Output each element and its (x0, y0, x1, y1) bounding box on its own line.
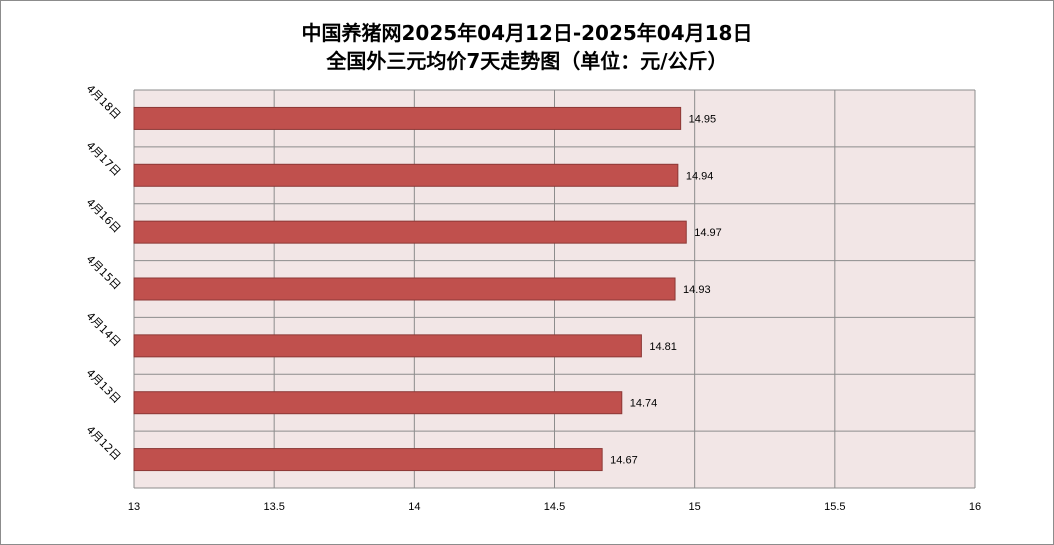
data-label: 14.67 (610, 455, 638, 467)
x-tick-label: 15.5 (824, 501, 845, 513)
x-tick-label: 13 (128, 501, 140, 513)
data-label: 14.95 (689, 113, 717, 125)
x-tick-label: 15 (689, 501, 701, 513)
bar (133, 391, 623, 415)
category-label: 4月17日 (84, 139, 124, 179)
category-label: 4月12日 (84, 423, 124, 463)
bar (133, 448, 603, 472)
data-label: 14.97 (694, 227, 722, 239)
bar (133, 334, 642, 358)
data-label: 14.93 (683, 284, 711, 296)
data-label: 14.74 (630, 398, 658, 410)
bar (133, 220, 687, 244)
data-label: 14.94 (686, 170, 714, 182)
category-label: 4月13日 (84, 366, 124, 406)
category-label: 4月14日 (84, 310, 124, 350)
x-tick-label: 16 (969, 501, 981, 513)
bar (133, 106, 682, 130)
bar (133, 277, 676, 301)
x-tick-label: 13.5 (263, 501, 284, 513)
data-label: 14.81 (649, 341, 677, 353)
chart-subtitle: 全国外三元均价7天走势图（单位：元/公斤） (326, 49, 728, 73)
chart-title: 中国养猪网2025年04月12日-2025年04月18日 (301, 21, 753, 45)
bar (133, 163, 679, 187)
x-tick-label: 14 (408, 501, 420, 513)
x-tick-label: 14.5 (544, 501, 565, 513)
category-label: 4月18日 (84, 82, 124, 122)
category-label: 4月16日 (84, 196, 124, 236)
category-label: 4月15日 (84, 253, 124, 293)
